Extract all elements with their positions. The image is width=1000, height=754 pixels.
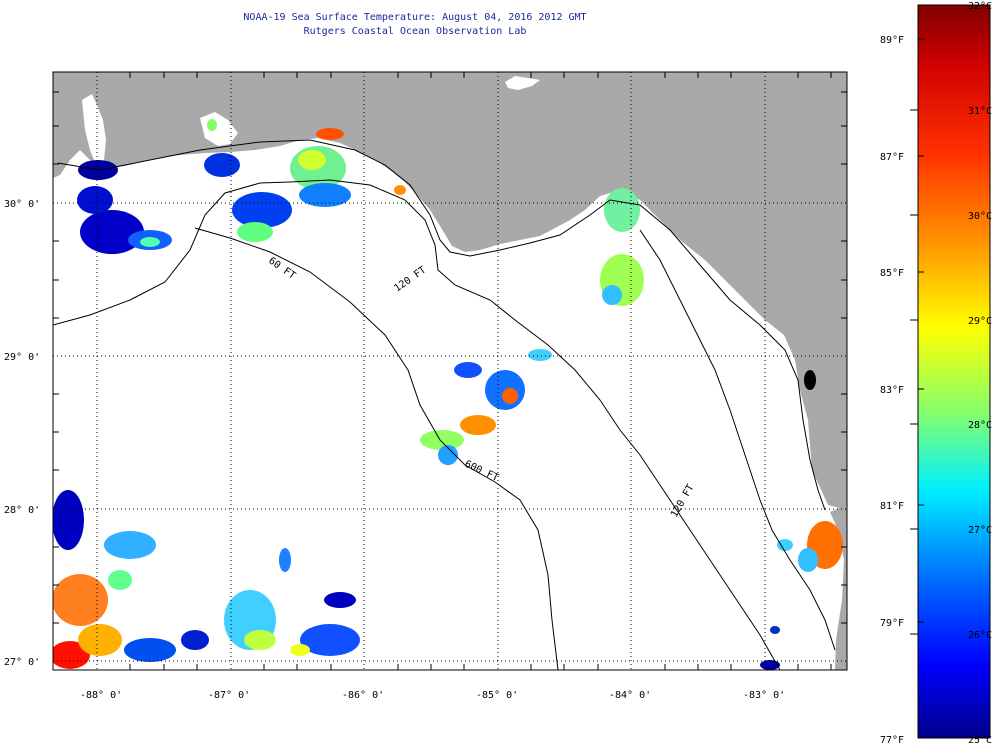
- colorbar-c-29: 29°C: [968, 316, 992, 327]
- land-northern-coast: [53, 72, 847, 510]
- lon-label-84: -84° 0': [609, 690, 651, 701]
- graticule: [53, 72, 847, 670]
- depth-contours: [53, 139, 836, 670]
- map-subtitle: Rutgers Coastal Ocean Observation Lab: [303, 26, 527, 37]
- colorbar-f-77: 77°F: [880, 735, 904, 746]
- lon-label-83: -83° 0': [743, 690, 785, 701]
- colorbar-c-26: 26°C: [968, 630, 992, 641]
- map-frame: [52, 71, 848, 671]
- lon-label-85: -85° 0': [476, 690, 518, 701]
- colorbar-f-85: 85°F: [880, 268, 904, 279]
- colorbar-f-89: 89°F: [880, 35, 904, 46]
- lat-label-27: 27° 0': [4, 657, 40, 668]
- colorbar-c-28: 28°C: [968, 420, 992, 431]
- mobile-bay: [82, 94, 106, 165]
- contour-120ft: [53, 179, 781, 670]
- temperature-colorbar: 32°C 31°C 30°C 29°C 28°C 27°C 26°C 25°C …: [880, 1, 992, 746]
- map-title: NOAA-19 Sea Surface Temperature: August …: [243, 12, 587, 23]
- colorbar-c-30: 30°C: [968, 211, 992, 222]
- frame-ticks: [53, 72, 847, 670]
- colorbar-c-32: 32°C: [968, 1, 992, 12]
- colorbar-f-81: 81°F: [880, 501, 904, 512]
- colorbar-f-87: 87°F: [880, 152, 904, 163]
- contour-600ft: [194, 227, 559, 670]
- lon-label-88: -88° 0': [80, 690, 122, 701]
- contour-60ft: [57, 139, 826, 511]
- colorbar-c-27: 27°C: [968, 525, 992, 536]
- colorbar-gradient: [917, 4, 991, 739]
- contour-120ft-east: [639, 229, 836, 651]
- lon-label-87: -87° 0': [208, 690, 250, 701]
- colorbar-f-79: 79°F: [880, 618, 904, 629]
- colorbar-f-83: 83°F: [880, 385, 904, 396]
- lat-label-29: 29° 0': [4, 352, 40, 363]
- lat-label-30: 30° 0': [4, 199, 40, 210]
- lon-label-86: -86° 0': [342, 690, 384, 701]
- colorbar-c-31: 31°C: [968, 106, 992, 117]
- cloud-patch: [505, 76, 540, 90]
- sst-data: [53, 119, 843, 670]
- lat-label-28: 28° 0': [4, 505, 40, 516]
- colorbar-c-25: 25°C: [968, 735, 992, 746]
